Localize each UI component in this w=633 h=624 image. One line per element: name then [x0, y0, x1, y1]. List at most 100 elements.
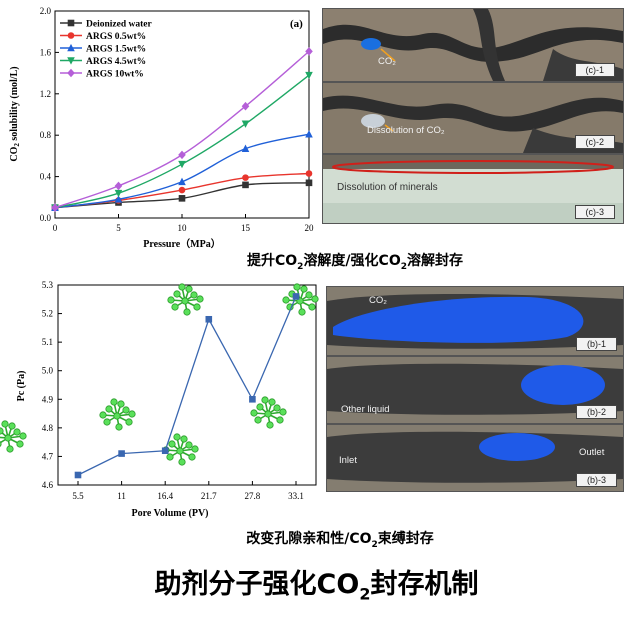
photo-c2-label: Dissolution of CO₂ — [367, 125, 445, 136]
solubility-x-axis-label: Pressure（MPa） — [143, 237, 220, 250]
photo-c2: Dissolution of CO₂ (c)-2 — [322, 82, 624, 154]
photo-b1: CO₂ (b)-1 — [326, 286, 624, 356]
pc-y-tick-label: 4.6 — [42, 480, 54, 490]
solubility-axes: 0 5 10 15 20 0.0 0.4 0.8 1.2 1.6 2.0 — [40, 6, 314, 233]
photo-c3-image — [323, 155, 623, 223]
solubility-data-point — [242, 174, 249, 181]
solubility-data-point — [114, 181, 123, 191]
solubility-y-tick-label: 0.8 — [40, 130, 52, 140]
solubility-data-point — [241, 144, 250, 152]
solubility-legend-label: ARGS 10wt% — [86, 70, 144, 80]
caption-solubility: 提升CO2溶解度/强化CO2溶解封存 — [246, 253, 463, 272]
pc-data-point — [292, 293, 300, 300]
pc-x-tick-label: 5.5 — [72, 491, 84, 501]
solubility-x-tick-label: 10 — [178, 223, 188, 233]
photo-b2: Other liquid (b)-2 — [326, 356, 624, 424]
solubility-y-tick-label: 1.6 — [40, 47, 52, 57]
solubility-legend-label: ARGS 4.5wt% — [86, 57, 146, 67]
solubility-legend-label: Deionized water — [86, 20, 152, 30]
molecule-cluster-icon — [99, 398, 136, 431]
pc-data-point — [249, 395, 256, 403]
pc-series-group — [74, 293, 300, 479]
solubility-data-point — [241, 101, 250, 111]
solubility-data-point — [178, 186, 186, 194]
photo-b3-inlet: Inlet — [339, 455, 357, 466]
pc-y-tick-label: 4.8 — [42, 423, 54, 433]
solubility-legend-label: ARGS 1.5wt% — [86, 45, 146, 55]
molecule-cluster-icon — [0, 420, 27, 453]
photo-b3-image — [327, 425, 623, 491]
solubility-data-point — [305, 130, 313, 138]
molecule-cluster-icon — [162, 433, 199, 466]
pc-data-point — [161, 447, 169, 455]
pc-molecules — [0, 283, 319, 466]
pc-x-tick-label: 27.8 — [245, 491, 261, 501]
pc-x-tick-label: 33.1 — [288, 491, 304, 501]
solubility-y-tick-label: 0.4 — [40, 172, 52, 182]
photo-c2-tag: (c)-2 — [574, 135, 615, 149]
solubility-data-point — [305, 47, 313, 56]
solubility-data-point — [305, 170, 313, 177]
pc-x-tick-label: 11 — [117, 491, 126, 501]
solubility-data-point — [305, 71, 313, 80]
solubility-series-group — [51, 47, 313, 212]
solubility-data-point — [178, 195, 186, 202]
solubility-data-point — [305, 179, 313, 187]
solubility-legend-marker — [67, 19, 75, 27]
solubility-data-point — [178, 160, 186, 169]
photo-c1-image — [323, 9, 623, 81]
solubility-legend-marker — [67, 32, 75, 39]
solubility-y-tick-label: 0.0 — [40, 213, 52, 223]
solubility-data-point — [51, 203, 59, 212]
photo-c3: Dissolution of minerals (c)-3 — [322, 154, 624, 224]
solubility-legend-marker — [67, 43, 75, 52]
photo-c3-tag: (c)-3 — [574, 205, 615, 219]
photo-c1-tag: (c)-1 — [574, 63, 615, 77]
pc-x-axis-label: Pore Volume (PV) — [131, 508, 208, 519]
molecule-cluster-icon — [250, 396, 287, 429]
photo-b2-tag: (b)-2 — [575, 405, 617, 419]
solubility-x-tick-label: 5 — [116, 223, 121, 233]
pc-x-tick-label: 16.4 — [157, 491, 173, 501]
pc-series-line — [77, 296, 297, 476]
pc-y-tick-label: 5.2 — [42, 309, 53, 319]
solubility-x-tick-label: 20 — [305, 223, 315, 233]
solubility-data-point — [178, 150, 186, 160]
caption-pore-affinity: 改变孔隙亲和性/CO2束缚封存 — [246, 531, 434, 550]
photo-b3: Inlet Outlet (b)-3 — [326, 424, 624, 492]
photo-c3-label: Dissolution of minerals — [337, 182, 438, 193]
pc-y-tick-label: 5.1 — [42, 337, 53, 347]
solubility-data-point — [242, 181, 249, 189]
solubility-x-tick-label: 15 — [241, 223, 251, 233]
photo-b1-image — [327, 287, 623, 355]
solubility-y-tick-label: 1.2 — [40, 89, 51, 99]
solubility-y-axis-label: CO2 solubility (mol/L) — [9, 66, 21, 161]
solubility-legend-label: ARGS 0.5wt% — [86, 32, 146, 42]
pc-data-point — [205, 315, 213, 323]
photo-c1-label: CO₂ — [378, 56, 396, 67]
photo-b3-outlet: Outlet — [579, 447, 605, 458]
molecule-cluster-icon — [282, 283, 319, 316]
molecule-cluster-icon — [167, 283, 204, 316]
solubility-legend: Deionized water ARGS 0.5wt% ARGS 1.5wt% ARG… — [60, 20, 152, 80]
pc-y-tick-label: 5.0 — [42, 366, 54, 376]
solubility-x-tick-label: 0 — [53, 223, 58, 233]
solubility-data-point — [114, 195, 123, 203]
pc-y-tick-label: 4.9 — [42, 394, 54, 404]
main-title: 助剂分子强化CO2封存机制 — [154, 569, 479, 604]
pc-chart: 5.5 11 16.4 21.7 27.8 33.1 4.6 4.7 4.8 4.9 5.0 5.1 5… — [0, 280, 319, 519]
pc-plot-frame — [57, 284, 317, 486]
pc-axes: 5.5 11 16.4 21.7 27.8 33.1 4.6 4.7 4.8 4.9 5.0 5.1 5… — [42, 280, 304, 501]
solubility-data-point — [241, 120, 250, 128]
pc-y-tick-label: 5.3 — [42, 280, 54, 290]
pc-y-axis-label: Pc (Pa) — [16, 371, 27, 402]
solubility-legend-marker — [67, 68, 75, 78]
pc-y-tick-label: 4.7 — [42, 451, 54, 461]
solubility-panel-label: (a) — [290, 18, 303, 30]
photo-b2-image — [327, 357, 623, 423]
photo-b3-tag: (b)-3 — [575, 473, 617, 487]
solubility-legend-marker — [67, 57, 75, 65]
photo-c1: CO₂ (c)-1 — [322, 8, 624, 82]
solubility-y-tick-label: 2.0 — [40, 6, 52, 16]
solubility-chart: 0 5 10 15 20 0.0 0.4 0.8 1.2 1.6 2.0 (a) Deionized… — [9, 6, 314, 250]
